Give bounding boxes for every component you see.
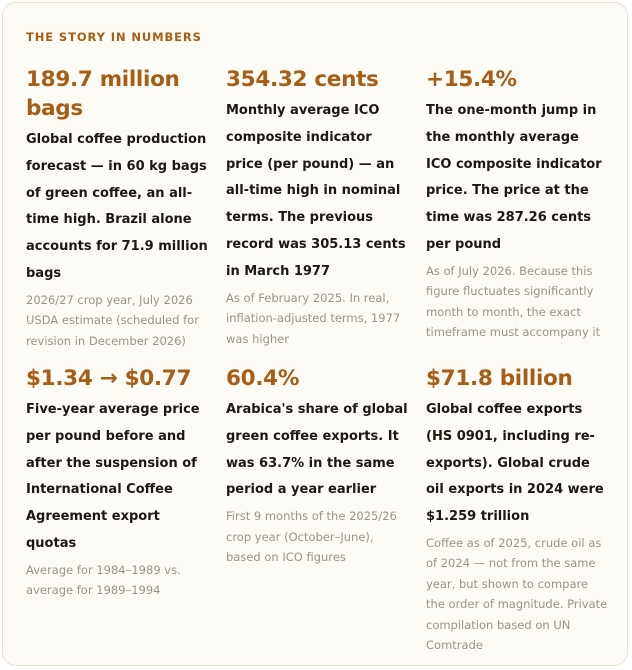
- stat-description: Monthly average ICO composite indicator …: [226, 103, 406, 279]
- stat-note: As of July 2026. Because this figure flu…: [426, 263, 601, 340]
- stat-headline: $71.8 billion: [426, 366, 573, 391]
- stat-description: Five-year average price per pound before…: [26, 402, 200, 551]
- stat-headline: 60.4%: [226, 366, 300, 391]
- stat-description: Arabica's share of global green coffee e…: [226, 402, 408, 498]
- stat-coffee-exports: $71.8 billion Global coffee exports (HS …: [426, 364, 608, 656]
- stat-composite-price: 354.32 cents Monthly average ICO composi…: [226, 65, 408, 349]
- stat-note: As of February 2025. In real, inflation-…: [226, 290, 401, 346]
- stat-note: Average for 1984–1989 vs. average for 19…: [26, 562, 181, 598]
- stat-quota-price-drop: $1.34 → $0.77 Five-year average price pe…: [26, 364, 208, 601]
- stat-description: Global coffee production forecast — in 6…: [26, 132, 208, 281]
- stat-headline: 354.32 cents: [226, 67, 379, 92]
- section-eyebrow: THE STORY IN NUMBERS: [26, 30, 202, 44]
- stat-note: 2026/27 crop year, July 2026 USDA estima…: [26, 292, 199, 348]
- stat-note: Coffee as of 2025, crude oil as of 2024 …: [426, 535, 608, 653]
- stat-coffee-production: 189.7 million bags Global coffee product…: [26, 65, 208, 351]
- stat-description: Global coffee exports (HS 0901, includin…: [426, 402, 604, 525]
- stat-description: The one-month jump in the monthly averag…: [426, 103, 602, 252]
- stat-price-jump: +15.4% The one-month jump in the monthly…: [426, 65, 608, 343]
- stat-arabica-share: 60.4% Arabica's share of global green co…: [226, 364, 408, 568]
- stat-headline: 189.7 million bags: [26, 67, 180, 121]
- stat-note: First 9 months of the 2025/26 crop year …: [226, 509, 397, 565]
- stat-headline: +15.4%: [426, 67, 517, 92]
- stat-headline: $1.34 → $0.77: [26, 366, 192, 391]
